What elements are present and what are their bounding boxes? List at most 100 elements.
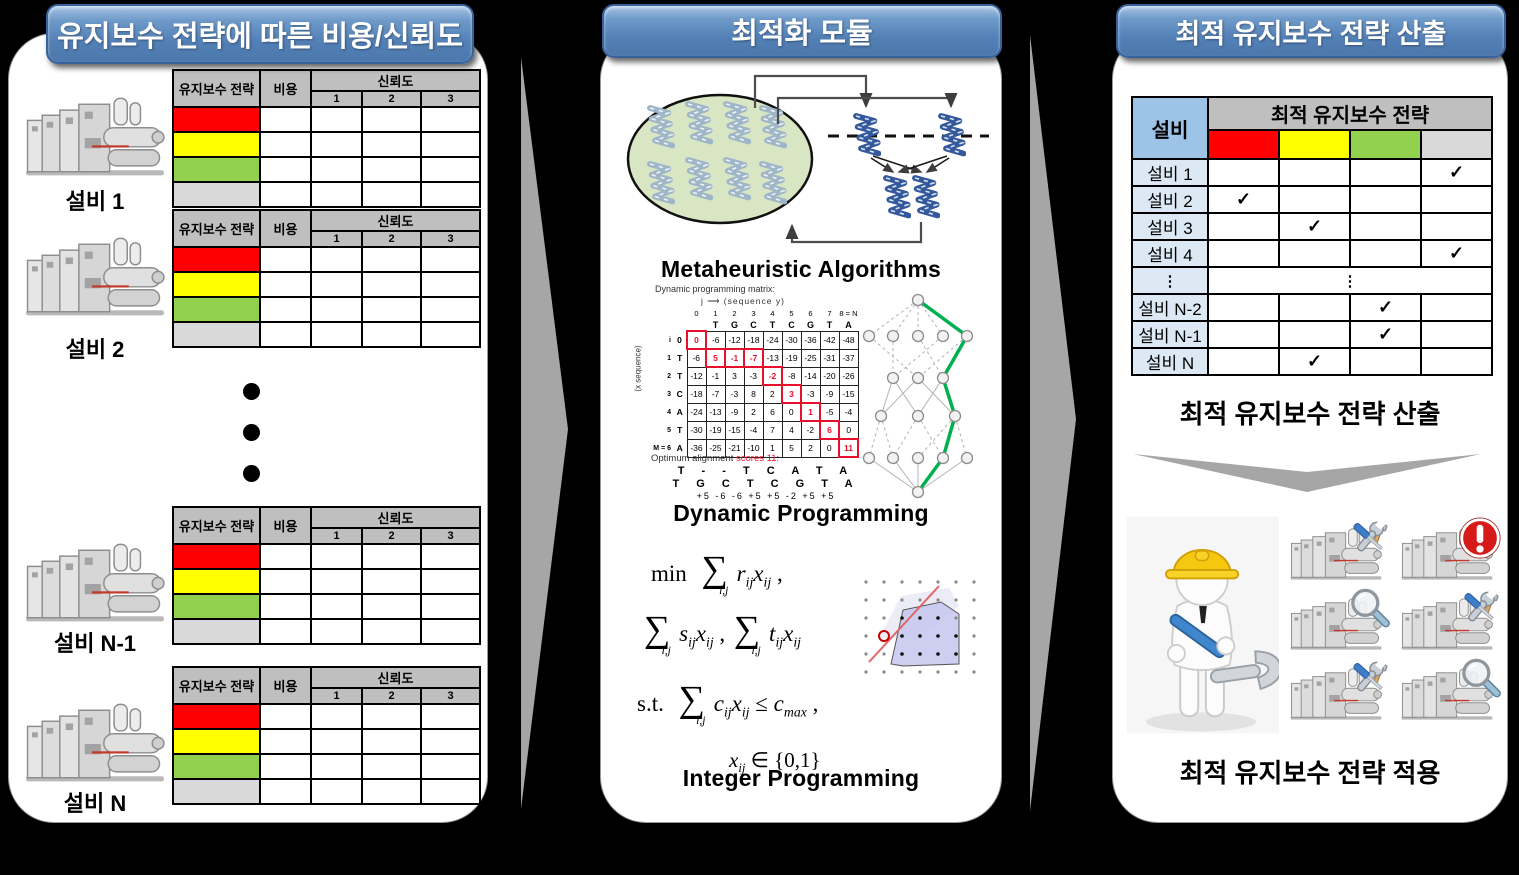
dp-cell: -6 <box>686 348 707 368</box>
dp-row-letter: C <box>676 389 683 399</box>
optimum-alignment-label: Optimum alignment <box>651 453 734 464</box>
worker-figure <box>1127 516 1279 734</box>
strategy-color-cell <box>172 106 261 133</box>
strategy-row <box>172 593 481 620</box>
reliability-subcol: 2 <box>361 90 422 108</box>
equipment-label: 설비 N-1 <box>53 631 137 656</box>
strategy-row <box>172 618 481 645</box>
equipment-status-grid <box>1283 520 1501 729</box>
dp-cell: -42 <box>819 330 840 350</box>
dp-cell: -4 <box>743 420 764 440</box>
dp-cell: -30 <box>686 420 707 440</box>
dp-cell: 7 <box>762 420 783 440</box>
dp-matrix-title: Dynamic programming matrix: <box>655 284 776 294</box>
dp-row-index: i <box>669 336 671 344</box>
dp-row-index: 4 <box>667 408 671 416</box>
equipment-status-item <box>1394 660 1500 729</box>
dp-cell: 2 <box>800 438 821 458</box>
magnifier-icon <box>1347 586 1391 630</box>
dp-cell: -3 <box>743 366 764 386</box>
strategy-row <box>172 703 481 730</box>
empty-cell <box>1207 293 1280 322</box>
ip-formula-objectives2: ∑ i,j sijxij , ∑ i,j tijxij <box>644 609 801 658</box>
dp-cell: -20 <box>819 366 840 386</box>
dp-cell: -5 <box>819 402 840 422</box>
dp-col-letter: A <box>845 319 852 330</box>
empty-cell <box>1349 239 1422 268</box>
dp-optimum-line: Optimum alignment scores 11: <box>651 453 779 464</box>
dp-row-letter: A <box>676 407 683 417</box>
strategy-row <box>172 181 481 208</box>
empty-cell <box>1207 212 1280 241</box>
tools-icon <box>1347 656 1391 700</box>
optimal-strategy-panel: 설비 최적 유지보수 전략 설비 1 ✓ 설비 2 ✓ 설비 3 ✓ 설비 4 ✓ ⋮ ⋮ 설비 N… <box>1112 33 1508 823</box>
check-cell: ✓ <box>1207 185 1280 214</box>
strategy-row <box>172 296 481 323</box>
check-cell: ✓ <box>1349 320 1422 349</box>
table-row: 설비 3 ✓ <box>1131 212 1493 241</box>
empty-cell <box>1420 293 1493 322</box>
dp-row-index: 2 <box>667 372 671 380</box>
strategy-color-cell <box>172 543 261 570</box>
left-panel-title: 유지보수 전략에 따른 비용/신뢰도 <box>46 4 474 64</box>
equipment-status-item <box>1394 520 1500 589</box>
dp-cell: -36 <box>800 330 821 350</box>
empty-cell <box>1420 347 1493 376</box>
strategy-color-cell <box>172 703 261 730</box>
dp-row-letter: 0 <box>677 335 682 345</box>
middle-panel-title: 최적화 모듈 <box>602 4 1002 58</box>
dp-col-index: 2 <box>732 309 737 318</box>
strategy-row <box>172 131 481 158</box>
strategy-color-cell <box>172 131 261 158</box>
table-row: 설비 N-2 ✓ <box>1131 293 1493 322</box>
dp-cell: -15 <box>838 384 859 404</box>
dp-cell: -37 <box>838 348 859 368</box>
strategy-row <box>172 246 481 273</box>
reliability-subcol: 3 <box>420 230 481 248</box>
dp-col-index: 1 <box>713 309 718 318</box>
check-cell: ✓ <box>1420 158 1493 187</box>
dp-cell: -19 <box>705 420 726 440</box>
dp-col-letter: C <box>750 319 757 330</box>
table-row: 설비 N ✓ <box>1131 347 1493 376</box>
ip-formula-constraint: s.t. ∑ i,j cijxij ≤ cmax , <box>637 679 819 728</box>
dp-cell: 3 <box>724 366 745 386</box>
dp-row-index: 1 <box>667 354 671 362</box>
dp-cell: -2 <box>800 420 821 440</box>
dp-cell: -25 <box>800 348 821 368</box>
dp-col-index: 5 <box>789 309 794 318</box>
check-cell: ✓ <box>1278 212 1351 241</box>
ellipsis-dot <box>243 424 260 441</box>
equipment-image <box>13 700 177 788</box>
empty-cell <box>1207 320 1280 349</box>
dp-cell: 0 <box>819 438 840 458</box>
col-cost: 비용 <box>259 209 312 248</box>
strategy-row <box>172 543 481 570</box>
empty-cell <box>1420 320 1493 349</box>
metaheuristic-caption: Metaheuristic Algorithms <box>661 256 941 282</box>
ip-lattice-figure <box>864 580 976 674</box>
dp-cell: -26 <box>838 366 859 386</box>
check-cell: ✓ <box>1278 347 1351 376</box>
strategy-row <box>172 728 481 755</box>
col-cost: 비용 <box>259 69 312 108</box>
dp-cell: -13 <box>705 402 726 422</box>
strategy-color-cell <box>172 156 261 183</box>
strategy-row <box>172 271 481 298</box>
strategy-color-header <box>1207 129 1280 160</box>
col-reliability: 신뢰도 <box>310 666 481 689</box>
reliability-subcol: 3 <box>420 90 481 108</box>
dp-cell: 1 <box>800 402 821 422</box>
dp-cell: -12 <box>686 366 707 386</box>
strategy-row <box>172 106 481 133</box>
strategy-color-header <box>1349 129 1422 160</box>
flow-arrow-icon <box>1030 35 1076 811</box>
strategy-row <box>172 753 481 780</box>
col-strategy: 유지보수 전략 <box>172 506 261 545</box>
dp-col-index: 8 = N <box>839 309 858 318</box>
dp-cell: -15 <box>724 420 745 440</box>
